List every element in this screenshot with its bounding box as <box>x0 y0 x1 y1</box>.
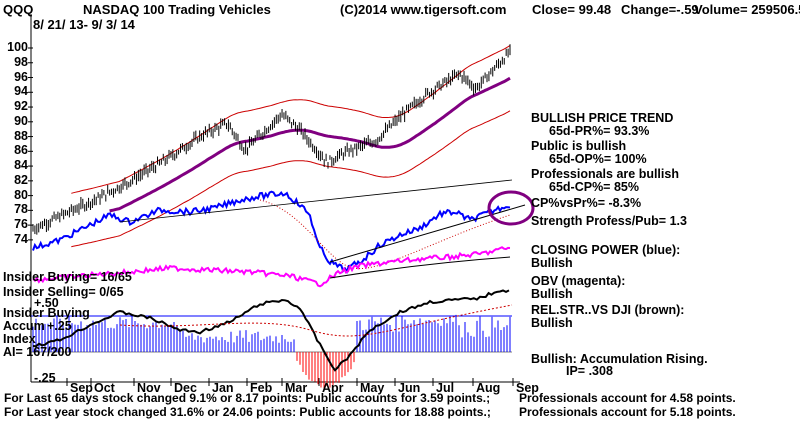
insider-buying-ratio: Insider Buying= 16/65 <box>3 270 132 284</box>
accum-histogram <box>32 314 511 389</box>
insider-buying-label: Insider Buying <box>3 306 90 320</box>
strength-profess-pub: Strength Profess/Pub= 1.3 <box>531 214 687 228</box>
accum-message: Bullish: Accumulation Rising. <box>531 352 708 366</box>
y-tick-label: 96 <box>14 69 28 84</box>
closing-power-label: CLOSING POWER (blue): <box>531 243 681 257</box>
y-tick-label: 100 <box>7 40 28 54</box>
y-tick-marks <box>28 47 33 241</box>
obv-label: OBV (magenta): <box>531 274 626 288</box>
x-month-label: Jul <box>436 381 455 395</box>
y-tick-label: 98 <box>14 54 28 69</box>
x-month-label: Oct <box>94 381 115 395</box>
change-value: Change=-.59 <box>621 2 699 17</box>
trend-value: 65d-PR%= 93.3% <box>549 124 650 138</box>
x-month-label: Apr <box>322 381 344 395</box>
symbol: QQQ <box>3 2 34 17</box>
x-month-label: Jan <box>212 381 234 395</box>
ip-value: IP= .308 <box>566 364 613 378</box>
x-month-label: Nov <box>137 381 161 395</box>
footer-line-year: For Last year stock changed 31.6% or 24.… <box>4 405 491 419</box>
trend-title: BULLISH PRICE TREND <box>531 111 674 125</box>
professionals-value: 65d-CP%= 85% <box>549 180 639 194</box>
y-tick-label: 86 <box>14 143 28 158</box>
relstr-line <box>32 289 510 372</box>
x-month-label: Jun <box>398 381 421 395</box>
y-tick-label: 78 <box>14 202 28 217</box>
public-value: 65d-OP%= 100% <box>549 152 647 166</box>
close-value: Close= 99.48 <box>532 2 612 17</box>
relstr-state: Bullish <box>531 316 573 330</box>
accum-label: Accum <box>3 319 45 333</box>
highlight-circle <box>487 190 535 226</box>
price-trendline <box>119 179 513 223</box>
professionals-title: Professionals are bullish <box>531 167 679 181</box>
y-tick-label: 76 <box>14 217 28 232</box>
closing-power-line <box>32 190 511 274</box>
accum-plus25-label: +.25 <box>47 319 72 333</box>
copyright: (C)2014 www.tigersoft.com <box>340 2 507 17</box>
y-tick-label: 92 <box>14 99 28 114</box>
index-label: Index <box>3 332 36 346</box>
y-tick-label: 80 <box>14 187 28 202</box>
x-month-label: Sep <box>70 381 93 395</box>
upper-band-line <box>71 45 511 194</box>
accum-minus25-label: -.25 <box>34 371 56 385</box>
ai-label: AI= 167/200 <box>3 345 72 359</box>
closing-power-ma <box>259 199 511 270</box>
moving-average-line <box>109 76 511 213</box>
relstr-label: REL.STR..VS DJI (brown): <box>531 303 685 317</box>
public-title: Public is bullish <box>531 139 627 153</box>
y-tick-label: 74 <box>14 231 28 246</box>
cp-vs-pr: CP%vsPr%= -8.3% <box>531 196 642 210</box>
x-month-label: May <box>360 381 385 395</box>
x-month-label: Sep <box>516 381 539 395</box>
footer-line-65d-prof: Professionals account for 4.58 points. <box>519 391 736 405</box>
obv-line <box>32 246 511 288</box>
x-month-label: Dec <box>174 381 197 395</box>
y-tick-label: 94 <box>14 84 28 99</box>
obv-state: Bullish <box>531 287 573 301</box>
y-tick-label: 90 <box>14 113 28 128</box>
date-range: 8/ 21/ 13- 9/ 3/ 14 <box>33 17 135 32</box>
x-month-label: Mar <box>285 381 308 395</box>
cp-trendline <box>329 204 526 263</box>
accum-plus50-label: +.50 <box>34 296 59 310</box>
price-bars <box>32 44 511 235</box>
y-tick-label: 82 <box>14 172 28 187</box>
x-tick-marks <box>66 378 514 386</box>
lower-band-line <box>71 110 511 248</box>
footer-line-year-prof: Professionals account for 5.18 points. <box>519 405 736 419</box>
chart-title: NASDAQ 100 Trading Vehicles <box>83 2 271 17</box>
insider-selling-ratio: Insider Selling= 0/65 <box>3 285 124 299</box>
obv-ma <box>329 256 511 279</box>
closing-power-state: Bullish <box>531 256 573 270</box>
footer-line-65d: For Last 65 days stock changed 9.1% or 8… <box>4 391 491 405</box>
x-month-label: Aug <box>476 381 501 395</box>
y-tick-label: 84 <box>14 158 28 173</box>
volume-value: Volume= 259506.56 <box>694 2 800 17</box>
y-tick-label: 88 <box>14 128 28 143</box>
x-month-label: Feb <box>250 381 273 395</box>
